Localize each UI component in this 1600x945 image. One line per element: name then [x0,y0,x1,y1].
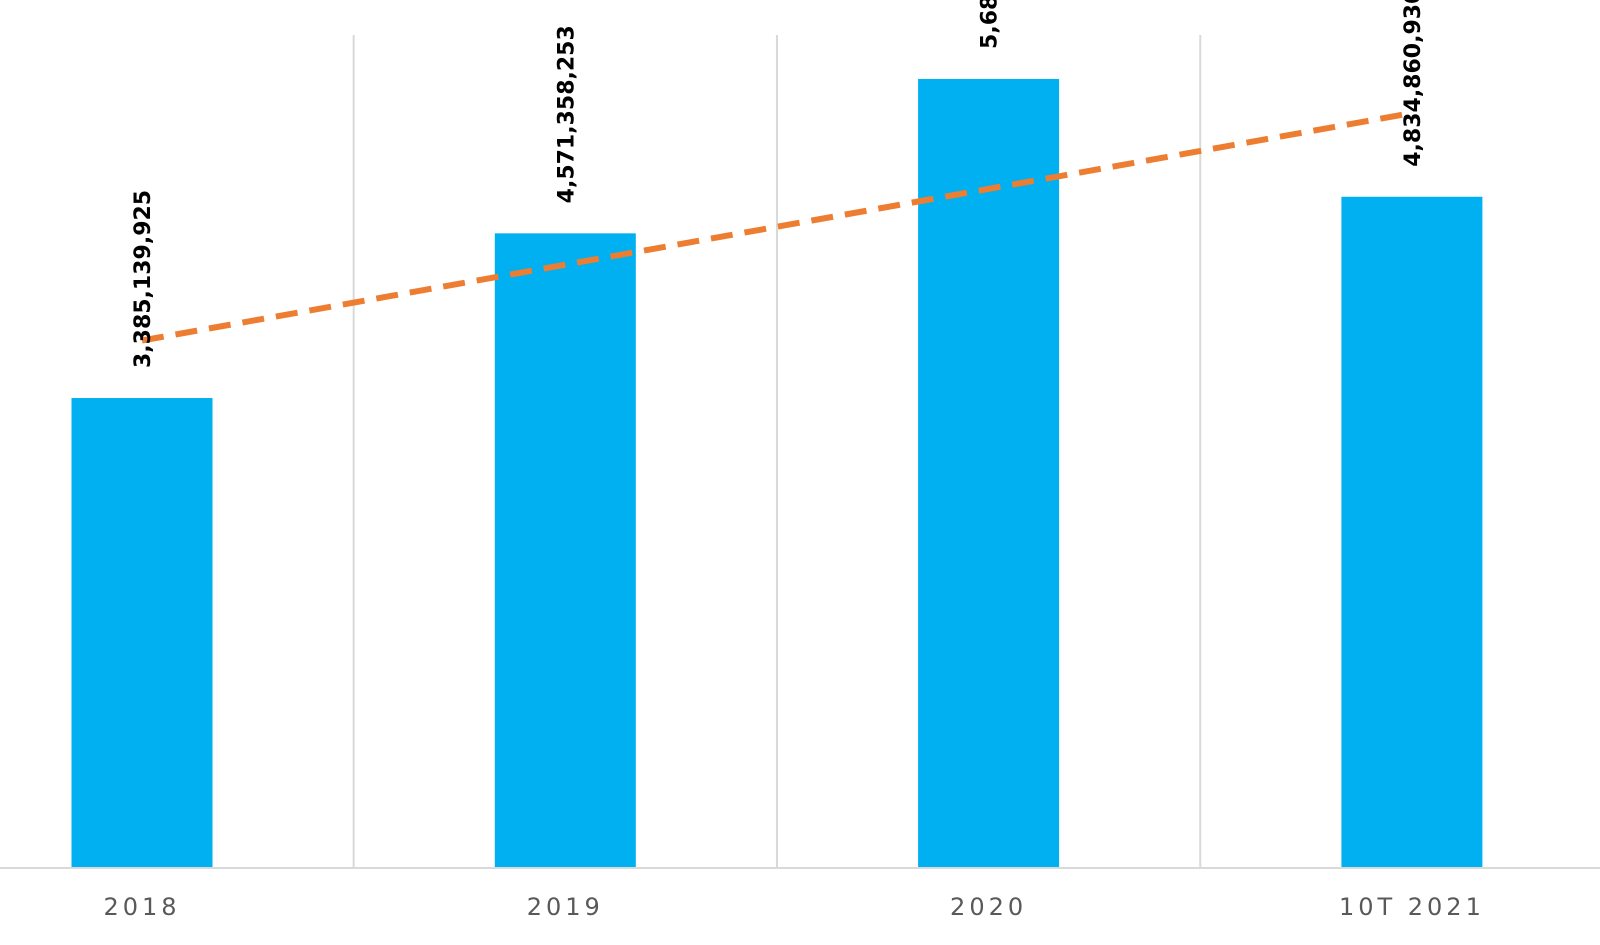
x-tick-label: 10T 2021 [1339,893,1485,921]
value-label: 3,385,139,925 [131,190,156,368]
x-tick-label: 2018 [103,893,180,921]
bar [1341,196,1483,869]
value-label: 4,571,358,253 [554,25,579,203]
value-label: 4,834,860,930 [1401,0,1426,167]
bar [918,78,1060,868]
bar [494,233,636,869]
trendline [141,110,1413,344]
value-label: 5,683,310,816 [978,0,1003,49]
x-tick-label: 2019 [527,893,604,921]
bar [71,398,213,868]
x-tick-label: 2020 [950,893,1027,921]
